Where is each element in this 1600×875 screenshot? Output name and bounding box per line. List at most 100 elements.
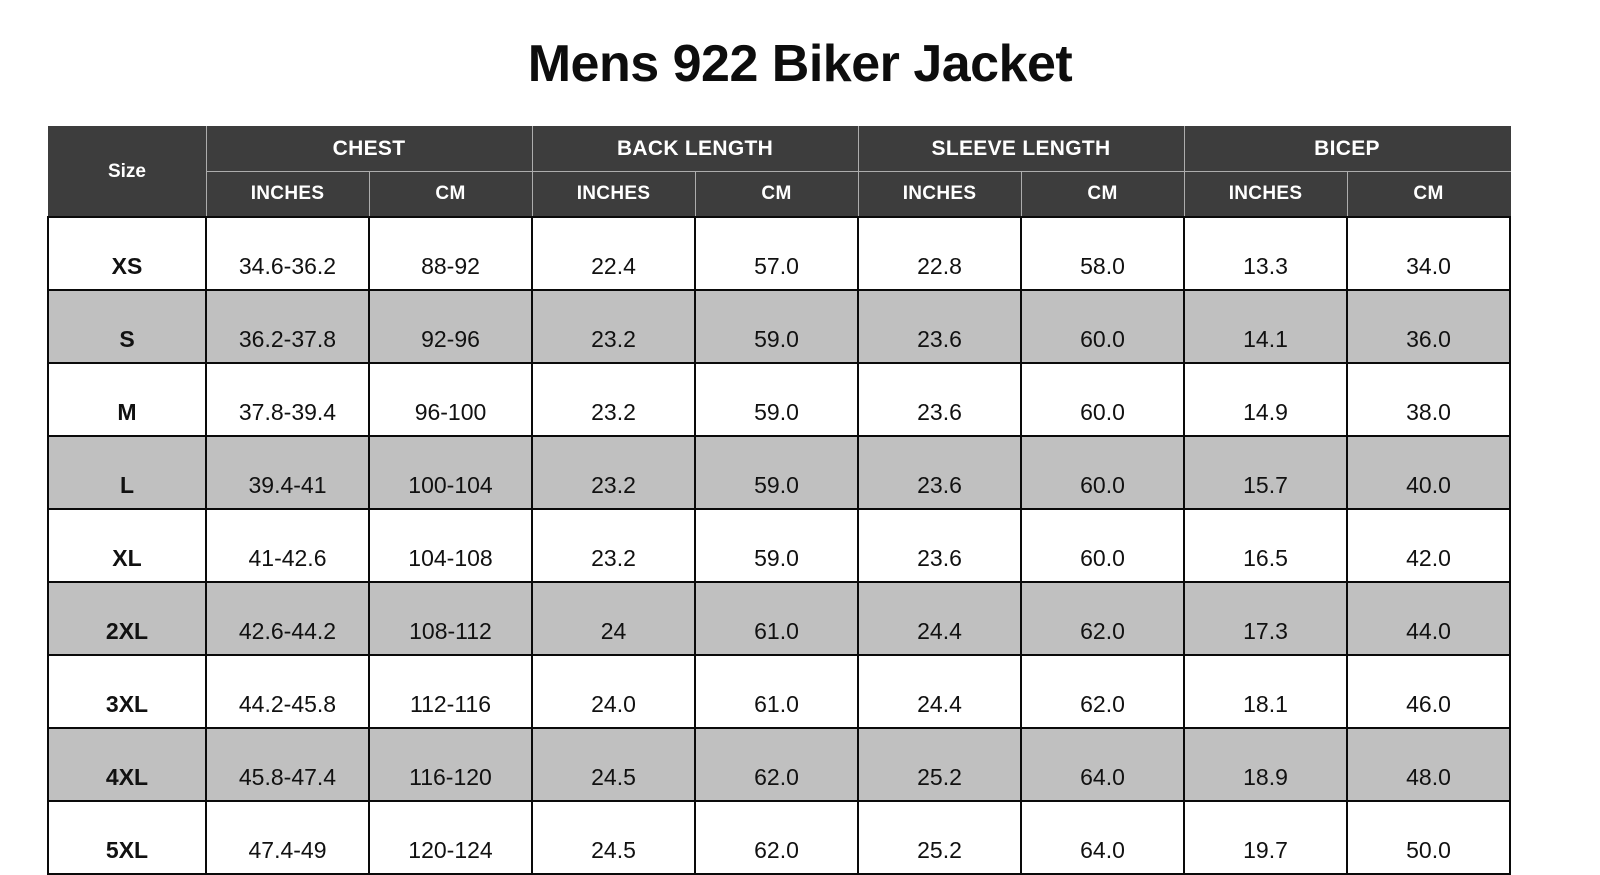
cell-size: XS: [47, 216, 207, 291]
cell-chest-cm: 120-124: [368, 800, 533, 875]
cell-bicep-inches: 18.9: [1183, 727, 1348, 802]
cell-chest-inches: 34.6-36.2: [205, 216, 370, 291]
size-chart-table: Size CHEST BACK LENGTH SLEEVE LENGTH BIC…: [47, 126, 1511, 875]
header-group-bicep: BICEP: [1183, 126, 1511, 172]
header-group-row: Size CHEST BACK LENGTH SLEEVE LENGTH BIC…: [47, 126, 1511, 218]
cell-sleeve-length-cm: 62.0: [1020, 654, 1185, 729]
cell-size: 2XL: [47, 581, 207, 656]
table-row: XS 34.6-36.2 88-92 22.4 57.0 22.8 58.0 13.3 34.0: [47, 216, 1511, 291]
cell-chest-cm: 116-120: [368, 727, 533, 802]
cell-back-length-cm: 61.0: [694, 581, 859, 656]
header-group-chest: CHEST: [205, 126, 533, 172]
cell-bicep-cm: 44.0: [1346, 581, 1511, 656]
table-row: 4XL 45.8-47.4 116-120 24.5 62.0 25.2 64.0 18.9 4…: [47, 727, 1511, 802]
table-row: XL 41-42.6 104-108 23.2 59.0 23.6 60.0 16.5 42.0: [47, 508, 1511, 583]
cell-size: S: [47, 289, 207, 364]
cell-chest-cm: 88-92: [368, 216, 533, 291]
header-unit-sleeve-cm: CM: [1020, 171, 1185, 218]
cell-bicep-inches: 17.3: [1183, 581, 1348, 656]
cell-back-length-inches: 23.2: [531, 435, 696, 510]
cell-sleeve-length-cm: 60.0: [1020, 362, 1185, 437]
header-unit-bicep-cm: CM: [1346, 171, 1511, 218]
table-row: S 36.2-37.8 92-96 23.2 59.0 23.6 60.0 14.1 36.0: [47, 289, 1511, 364]
cell-back-length-cm: 57.0: [694, 216, 859, 291]
cell-chest-inches: 42.6-44.2: [205, 581, 370, 656]
cell-back-length-cm: 59.0: [694, 435, 859, 510]
header-size: Size: [47, 126, 207, 218]
table-row: L 39.4-41 100-104 23.2 59.0 23.6 60.0 15.7 40.0: [47, 435, 1511, 510]
cell-chest-inches: 41-42.6: [205, 508, 370, 583]
cell-bicep-inches: 13.3: [1183, 216, 1348, 291]
cell-size: M: [47, 362, 207, 437]
cell-sleeve-length-inches: 25.2: [857, 800, 1022, 875]
cell-chest-inches: 44.2-45.8: [205, 654, 370, 729]
cell-chest-cm: 112-116: [368, 654, 533, 729]
header-unit-row: INCHES CM INCHES CM INCHES CM INCHES CM: [48, 171, 1511, 218]
cell-size: 3XL: [47, 654, 207, 729]
cell-bicep-cm: 40.0: [1346, 435, 1511, 510]
cell-sleeve-length-inches: 24.4: [857, 654, 1022, 729]
cell-sleeve-length-inches: 24.4: [857, 581, 1022, 656]
header-unit-sleeve-inches: INCHES: [857, 171, 1022, 218]
cell-sleeve-length-inches: 23.6: [857, 435, 1022, 510]
cell-chest-cm: 104-108: [368, 508, 533, 583]
cell-chest-inches: 47.4-49: [205, 800, 370, 875]
cell-back-length-cm: 59.0: [694, 508, 859, 583]
cell-size: 5XL: [47, 800, 207, 875]
cell-size: L: [47, 435, 207, 510]
cell-sleeve-length-inches: 22.8: [857, 216, 1022, 291]
cell-chest-inches: 37.8-39.4: [205, 362, 370, 437]
cell-bicep-cm: 46.0: [1346, 654, 1511, 729]
cell-bicep-cm: 34.0: [1346, 216, 1511, 291]
header-unit-chest-cm: CM: [368, 171, 533, 218]
table-row: 3XL 44.2-45.8 112-116 24.0 61.0 24.4 62.0 18.1 4…: [47, 654, 1511, 729]
cell-sleeve-length-cm: 58.0: [1020, 216, 1185, 291]
cell-sleeve-length-cm: 64.0: [1020, 800, 1185, 875]
cell-back-length-cm: 62.0: [694, 800, 859, 875]
cell-bicep-inches: 15.7: [1183, 435, 1348, 510]
cell-back-length-cm: 61.0: [694, 654, 859, 729]
cell-back-length-inches: 23.2: [531, 508, 696, 583]
cell-back-length-inches: 23.2: [531, 362, 696, 437]
header-group-sleeve-length: SLEEVE LENGTH: [857, 126, 1185, 172]
cell-sleeve-length-cm: 64.0: [1020, 727, 1185, 802]
cell-bicep-inches: 18.1: [1183, 654, 1348, 729]
header-unit-bicep-inches: INCHES: [1183, 171, 1348, 218]
table-row: 2XL 42.6-44.2 108-112 24 61.0 24.4 62.0 17.3 44.…: [47, 581, 1511, 656]
cell-back-length-inches: 24: [531, 581, 696, 656]
cell-sleeve-length-inches: 23.6: [857, 289, 1022, 364]
cell-back-length-inches: 23.2: [531, 289, 696, 364]
cell-sleeve-length-cm: 62.0: [1020, 581, 1185, 656]
cell-sleeve-length-inches: 23.6: [857, 362, 1022, 437]
cell-chest-cm: 100-104: [368, 435, 533, 510]
cell-sleeve-length-inches: 23.6: [857, 508, 1022, 583]
cell-bicep-cm: 38.0: [1346, 362, 1511, 437]
cell-bicep-inches: 14.9: [1183, 362, 1348, 437]
cell-bicep-cm: 50.0: [1346, 800, 1511, 875]
cell-chest-inches: 36.2-37.8: [205, 289, 370, 364]
page-title: Mens 922 Biker Jacket: [527, 35, 1073, 93]
cell-chest-inches: 45.8-47.4: [205, 727, 370, 802]
cell-size: XL: [47, 508, 207, 583]
cell-bicep-cm: 48.0: [1346, 727, 1511, 802]
cell-sleeve-length-inches: 25.2: [857, 727, 1022, 802]
cell-back-length-cm: 62.0: [694, 727, 859, 802]
cell-chest-cm: 96-100: [368, 362, 533, 437]
cell-back-length-inches: 24.0: [531, 654, 696, 729]
cell-back-length-inches: 22.4: [531, 216, 696, 291]
cell-sleeve-length-cm: 60.0: [1020, 289, 1185, 364]
header-group-back-length: BACK LENGTH: [531, 126, 859, 172]
table-body: XS 34.6-36.2 88-92 22.4 57.0 22.8 58.0 13.3 34.0…: [47, 216, 1511, 875]
cell-chest-cm: 108-112: [368, 581, 533, 656]
cell-sleeve-length-cm: 60.0: [1020, 508, 1185, 583]
table-row: M 37.8-39.4 96-100 23.2 59.0 23.6 60.0 14.9 38.0: [47, 362, 1511, 437]
cell-bicep-inches: 16.5: [1183, 508, 1348, 583]
cell-bicep-inches: 19.7: [1183, 800, 1348, 875]
cell-sleeve-length-cm: 60.0: [1020, 435, 1185, 510]
cell-back-length-cm: 59.0: [694, 362, 859, 437]
cell-bicep-inches: 14.1: [1183, 289, 1348, 364]
cell-bicep-cm: 42.0: [1346, 508, 1511, 583]
cell-back-length-inches: 24.5: [531, 800, 696, 875]
cell-chest-cm: 92-96: [368, 289, 533, 364]
header-unit-chest-inches: INCHES: [205, 171, 370, 218]
